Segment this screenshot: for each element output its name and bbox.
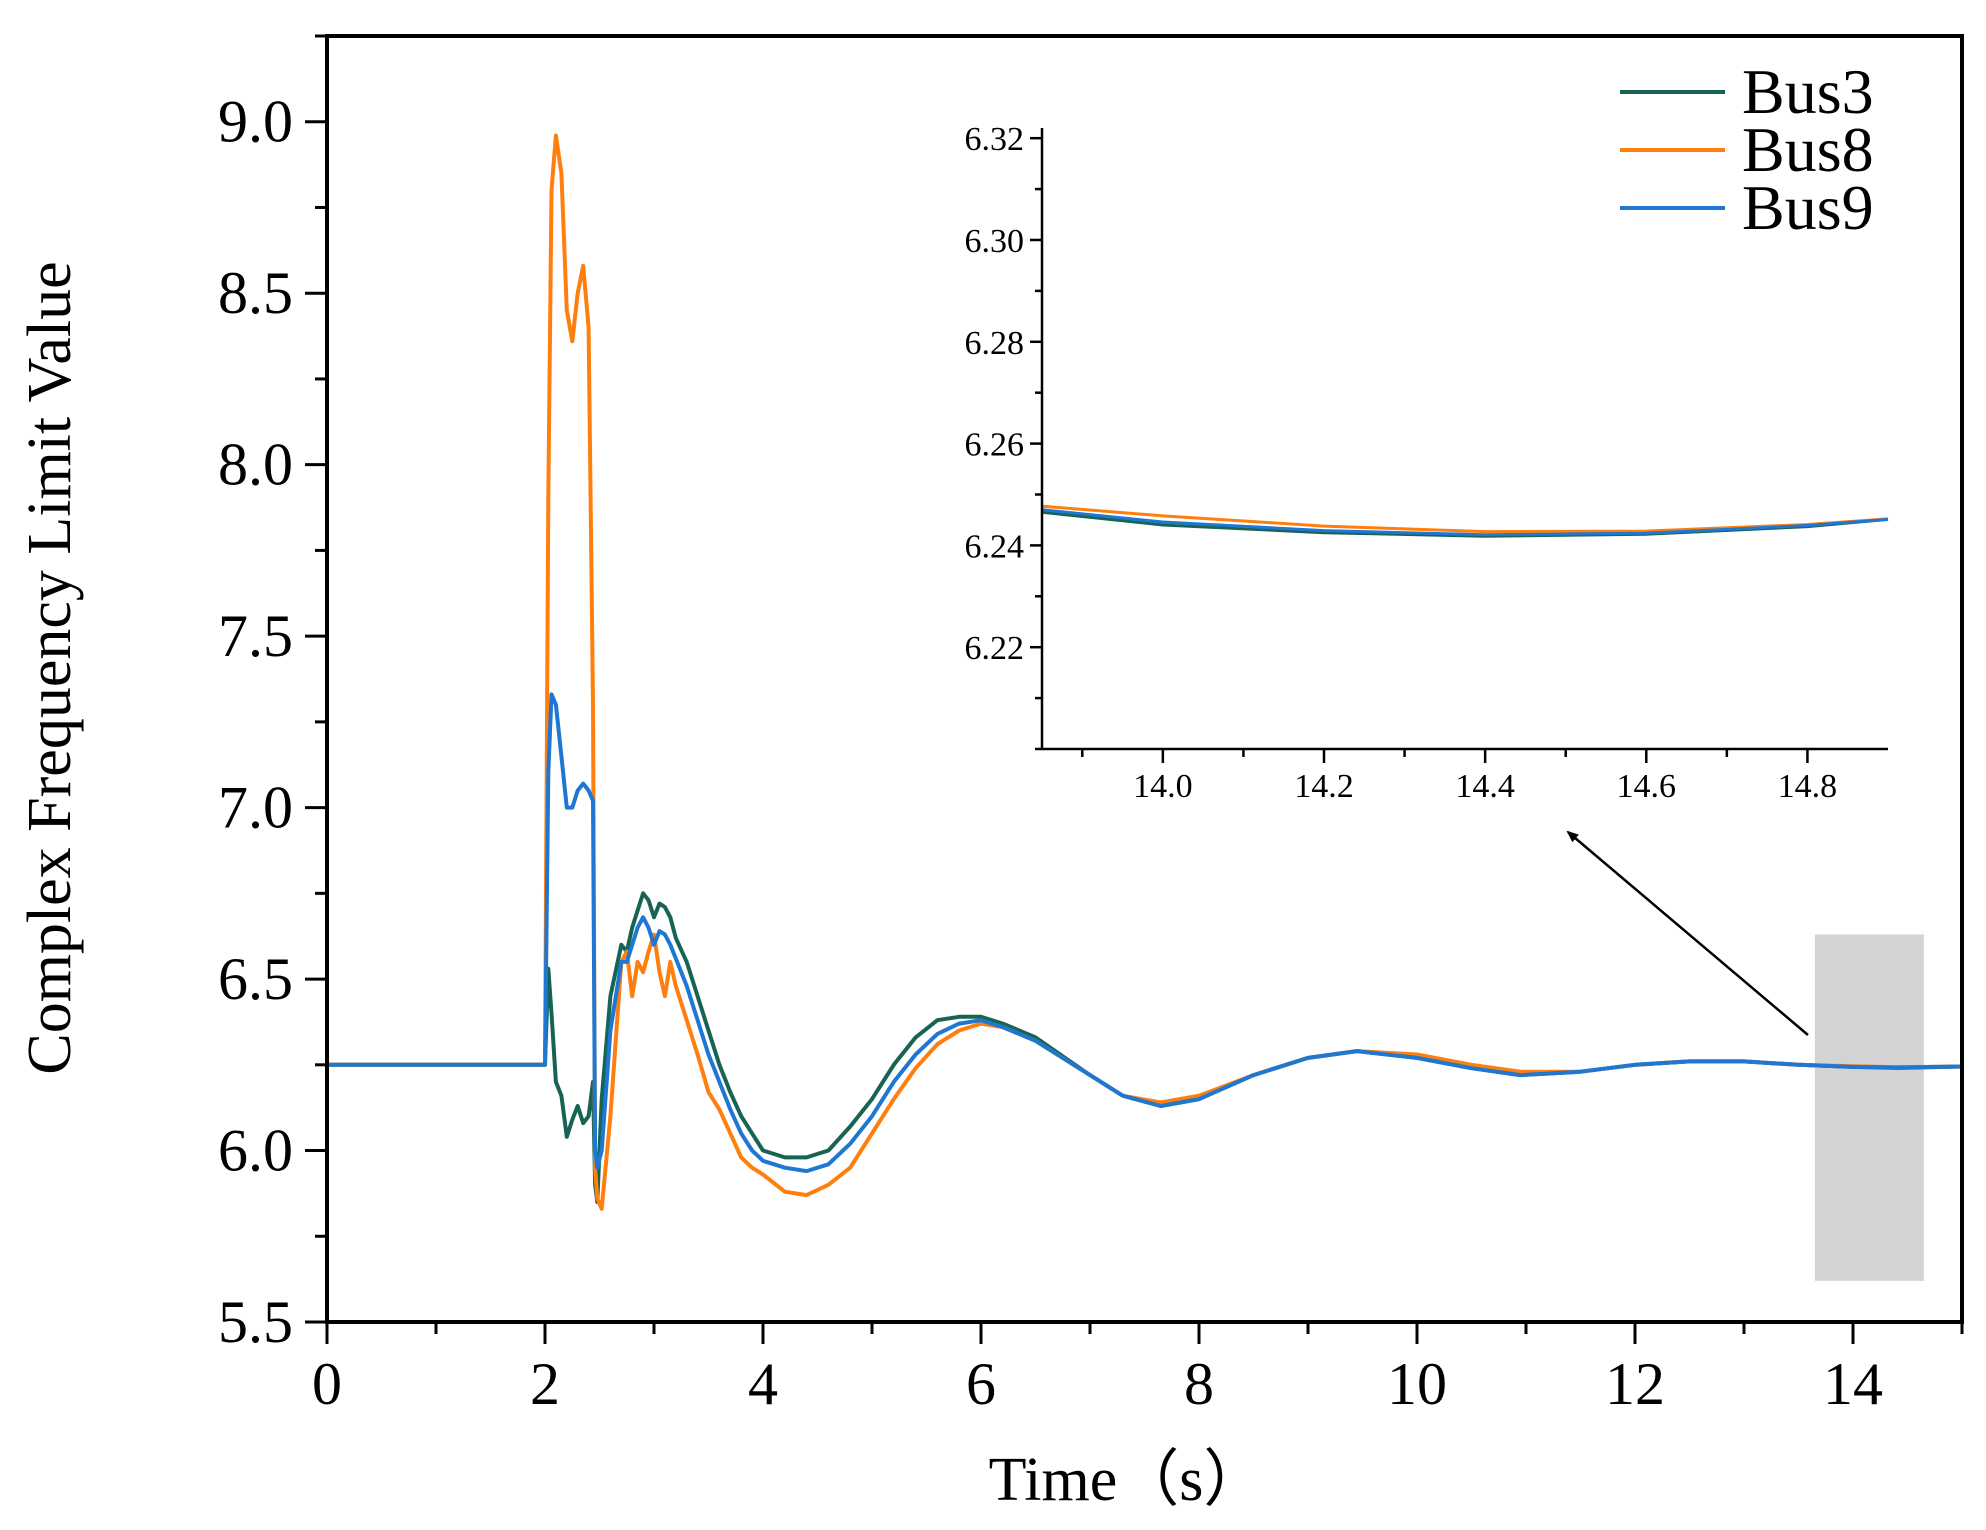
main-plot-frame [325, 34, 1964, 1324]
inset-y-tick-label: 6.24 [965, 528, 1025, 565]
y-tick-label: 7.5 [218, 603, 293, 669]
x-tick-label: 8 [1184, 1351, 1214, 1417]
x-tick-label: 4 [748, 1351, 778, 1417]
series-line-bus9 [327, 692, 1963, 1174]
main-x-axis: 0 2 4 6 8 10 12 14 [312, 1322, 1964, 1417]
x-axis-title: Time（s） [989, 1446, 1266, 1514]
y-tick-label: 8.0 [218, 432, 293, 498]
series-line-bus3 [327, 891, 1963, 1204]
inset-plot: 14.0 14.2 14.4 14.6 14.8 6.22 6.24 6.26 6.28 6.3… [965, 121, 1889, 805]
x-tick-label: 10 [1387, 1351, 1447, 1417]
zoom-arrow [1566, 830, 1809, 1036]
y-tick-label: 6.5 [218, 946, 293, 1012]
inset-x-tick-label: 14.0 [1133, 768, 1193, 805]
x-tick-label: 2 [530, 1351, 560, 1417]
inset-x-tick-label: 14.4 [1455, 768, 1515, 805]
inset-x-tick-label: 14.8 [1778, 768, 1838, 805]
main-y-axis: 5.5 6.0 6.5 7.0 7.5 8.0 8.5 9.0 [218, 34, 327, 1355]
inset-y-tick-label: 6.22 [965, 630, 1025, 667]
inset-y-axis: 6.22 6.24 6.26 6.28 6.30 6.32 [965, 121, 1042, 751]
inset-series-group [1041, 504, 1889, 538]
y-tick-label: 9.0 [218, 89, 293, 155]
x-tick-label: 0 [312, 1351, 342, 1417]
inset-y-tick-label: 6.28 [965, 325, 1025, 362]
y-tick-label: 8.5 [218, 260, 293, 326]
inset-x-tick-label: 14.2 [1294, 768, 1354, 805]
y-tick-label: 5.5 [218, 1289, 293, 1355]
legend-label-bus8: Bus8 [1742, 114, 1874, 185]
y-tick-label: 7.0 [218, 775, 293, 841]
x-tick-label: 14 [1823, 1351, 1883, 1417]
y-axis-title: Complex Frequency Limit Value [16, 261, 84, 1074]
legend-label-bus3: Bus3 [1742, 56, 1874, 127]
main-series-group [327, 133, 1963, 1211]
inset-y-tick-label: 6.32 [965, 121, 1025, 158]
zoom-highlight-region [1814, 934, 1924, 1281]
x-tick-label: 12 [1605, 1351, 1665, 1417]
inset-series-line-bus9 [1041, 508, 1889, 537]
x-tick-label: 6 [966, 1351, 996, 1417]
legend: Bus3 Bus8 Bus9 [1620, 56, 1874, 243]
series-line-bus8 [327, 133, 1963, 1211]
main-plot: 0 2 4 6 8 10 12 14 5.5 6.0 6.5 7.0 7.5 8.0 8.5 9.0 [218, 34, 1964, 1417]
inset-x-tick-label: 14.6 [1617, 768, 1677, 805]
y-tick-label: 6.0 [218, 1118, 293, 1184]
inset-y-tick-label: 6.26 [965, 427, 1025, 464]
inset-y-tick-label: 6.30 [965, 223, 1025, 260]
inset-x-axis: 14.0 14.2 14.4 14.6 14.8 [1081, 749, 1838, 805]
legend-label-bus9: Bus9 [1742, 172, 1874, 243]
